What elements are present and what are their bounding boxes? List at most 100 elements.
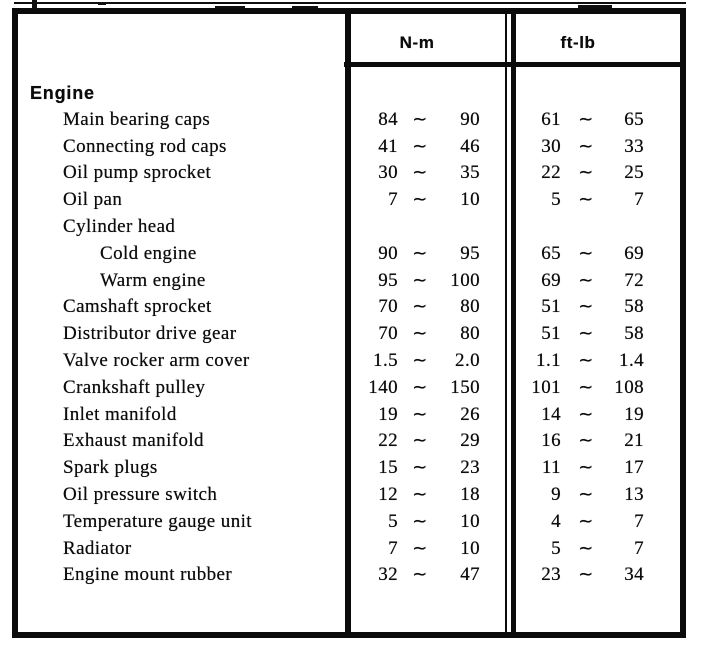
nm-range: 90 ~95 (345, 241, 511, 268)
nm-range: 70 ~80 (345, 294, 511, 321)
ft-range: 1.1 ~1.4 (511, 348, 680, 375)
row-label: Spark plugs (63, 457, 158, 479)
range-low: 5 (388, 510, 398, 532)
range-tilde: ~ (412, 349, 428, 371)
ft-range: 5 ~7 (511, 187, 680, 214)
range-low: 16 (541, 430, 561, 452)
range-tilde: ~ (412, 403, 428, 425)
table-row-subsection: Cylinder head (18, 214, 680, 241)
range-low: 9 (551, 483, 561, 505)
range-low: 101 (531, 376, 561, 398)
range-tilde: ~ (578, 296, 594, 318)
nm-range: 95 ~100 (345, 268, 511, 295)
table-row: Warm engine 95 ~100 69 ~72 (18, 268, 680, 295)
nm-range: 1.5 ~2.0 (345, 348, 511, 375)
range-high: 10 (460, 189, 480, 211)
range-high: 23 (460, 457, 480, 479)
table-row: Exhaust manifold 22 ~29 16 ~21 (18, 428, 680, 455)
ft-range: 5 ~7 (511, 536, 680, 563)
range-high: 2.0 (455, 349, 480, 371)
column-divider-2-thin (505, 14, 507, 632)
table-row: Temperature gauge unit 5 ~10 4 ~7 (18, 509, 680, 536)
scan-artifact (14, 2, 686, 4)
range-high: 26 (460, 403, 480, 425)
nm-range: 22 ~29 (345, 428, 511, 455)
table-row: Inlet manifold 19 ~26 14 ~19 (18, 402, 680, 429)
range-low: 70 (378, 323, 398, 345)
ft-range: 11 ~17 (511, 455, 680, 482)
range-high (442, 214, 480, 241)
range-low: 69 (541, 269, 561, 291)
column-header-nm: N-m (399, 33, 435, 52)
table-row: Radiator 7 ~10 5 ~7 (18, 536, 680, 563)
range-high: 69 (624, 242, 644, 264)
range-tilde: ~ (412, 242, 428, 264)
range-high: 13 (624, 483, 644, 505)
range-low: 19 (378, 403, 398, 425)
range-high: 19 (624, 403, 644, 425)
range-high: 10 (460, 510, 480, 532)
range-low (353, 80, 398, 107)
row-label: Cold engine (100, 242, 197, 264)
header-underline (344, 62, 680, 67)
range-low: 11 (541, 457, 561, 479)
ft-range: 9 ~13 (511, 482, 680, 509)
range-tilde: ~ (578, 269, 594, 291)
ft-range: 4 ~7 (511, 509, 680, 536)
range-tilde: ~ (412, 323, 428, 345)
nm-range (345, 214, 511, 241)
range-tilde (561, 214, 611, 241)
table-row: Oil pan 7 ~10 5 ~7 (18, 187, 680, 214)
range-low: 1.1 (536, 349, 561, 371)
row-label: Oil pump sprocket (63, 162, 212, 184)
table-row: Valve rocker arm cover 1.5 ~2.0 1.1 ~1.4 (18, 348, 680, 375)
range-tilde: ~ (412, 296, 428, 318)
range-tilde: ~ (412, 483, 428, 505)
range-tilde: ~ (578, 242, 594, 264)
scan-artifact (292, 6, 318, 9)
row-label: Valve rocker arm cover (63, 349, 250, 371)
table-row: Oil pump sprocket 30 ~35 22 ~25 (18, 160, 680, 187)
nm-range: 5 ~10 (345, 509, 511, 536)
nm-range: 84 ~90 (345, 107, 511, 134)
scan-artifact (98, 2, 106, 5)
range-low: 32 (378, 564, 398, 586)
table-row: Connecting rod caps 41 ~46 30 ~33 (18, 134, 680, 161)
range-low: 4 (551, 510, 561, 532)
range-low: 84 (378, 108, 398, 130)
ft-range: 16 ~21 (511, 428, 680, 455)
range-high: 7 (634, 189, 644, 211)
nm-range: 30 ~35 (345, 160, 511, 187)
range-low: 41 (378, 135, 398, 157)
column-header-ftlb: ft-lb (560, 33, 596, 52)
row-label: Temperature gauge unit (63, 510, 252, 532)
ft-range: 101 ~108 (511, 375, 680, 402)
range-high: 21 (624, 430, 644, 452)
range-high: 47 (460, 564, 480, 586)
range-low (353, 214, 398, 241)
range-low: 23 (541, 564, 561, 586)
range-high: 72 (624, 269, 644, 291)
range-high: 108 (614, 376, 644, 398)
range-high: 17 (624, 457, 644, 479)
range-high: 34 (624, 564, 644, 586)
ft-range: 30 ~33 (511, 134, 680, 161)
range-high (611, 214, 644, 241)
nm-range: 7 ~10 (345, 187, 511, 214)
range-low: 51 (541, 323, 561, 345)
range-high (442, 80, 480, 107)
range-high: 80 (460, 296, 480, 318)
range-high: 65 (624, 108, 644, 130)
table-row: Main bearing caps 84 ~90 61 ~65 (18, 107, 680, 134)
row-label: Camshaft sprocket (63, 296, 212, 318)
table-row: Camshaft sprocket 70 ~80 51 ~58 (18, 294, 680, 321)
range-tilde (398, 80, 442, 107)
range-tilde: ~ (578, 376, 594, 398)
nm-range (345, 80, 511, 107)
nm-range: 41 ~46 (345, 134, 511, 161)
range-tilde: ~ (578, 108, 594, 130)
range-high: 7 (634, 537, 644, 559)
range-low: 5 (551, 189, 561, 211)
range-low: 7 (388, 537, 398, 559)
